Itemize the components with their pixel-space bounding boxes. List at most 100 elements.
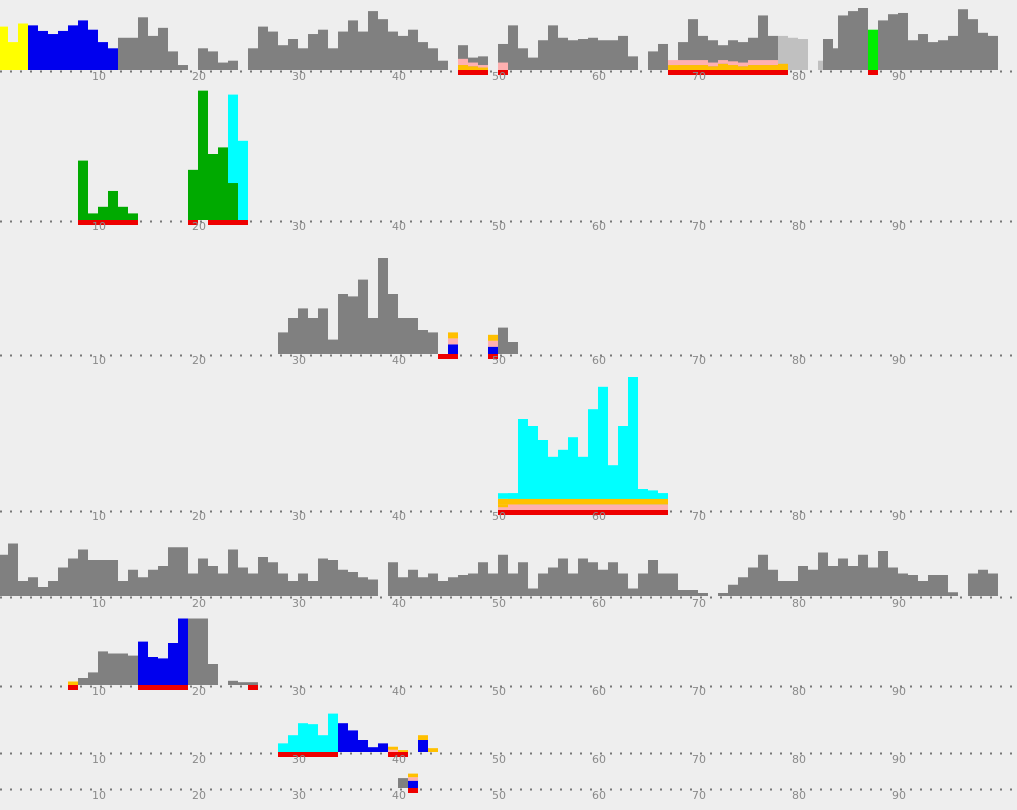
stack-segment	[758, 60, 768, 66]
bar-mark	[948, 592, 958, 596]
bar-mark	[178, 618, 188, 685]
tick-label: 40	[392, 597, 406, 610]
stack-segment	[498, 504, 508, 508]
red-marker	[438, 354, 458, 359]
bar-mark	[158, 27, 168, 70]
bar-mark	[388, 294, 398, 354]
stack-segment	[488, 346, 498, 354]
stack-segment	[248, 682, 258, 685]
bar-mark	[358, 740, 368, 752]
bar-mark	[978, 32, 988, 70]
bar-mark	[258, 26, 268, 71]
tick-label: 20	[192, 597, 206, 610]
stack-segment	[688, 60, 698, 66]
bar-mark	[238, 682, 248, 685]
bar-mark	[278, 332, 288, 354]
tick-label: 20	[192, 220, 206, 233]
tick-label: 60	[592, 597, 606, 610]
tick-label: 10	[92, 789, 106, 802]
bar-mark	[598, 569, 608, 596]
stack-segment	[678, 65, 688, 70]
stack-segment	[778, 63, 788, 70]
bar-mark	[628, 56, 638, 70]
bar-mark	[228, 680, 238, 685]
track-6: 10 20 30 40 50 60 70 80 90	[0, 618, 1017, 698]
bar-mark	[858, 554, 868, 596]
stack-segment	[448, 338, 458, 345]
bar-mark	[388, 562, 398, 596]
bar-mark	[208, 51, 218, 70]
bar-mark	[188, 618, 198, 685]
tick-label: 70	[692, 597, 706, 610]
tick-label: 70	[692, 753, 706, 766]
bar-mark	[328, 713, 338, 752]
bar-mark	[748, 37, 758, 70]
bar-mark	[928, 575, 938, 596]
tick-label: 90	[892, 685, 906, 698]
bar-mark	[428, 573, 438, 596]
bar-mark	[358, 577, 368, 596]
tick-label: 20	[192, 789, 206, 802]
bar-mark	[588, 37, 598, 70]
bar-overlay-mark	[228, 183, 238, 220]
tick-label: 30	[292, 70, 306, 83]
bar-mark	[518, 419, 528, 510]
bar-mark	[348, 730, 358, 752]
stack-segment	[748, 60, 758, 66]
tick-label: 50	[492, 753, 506, 766]
bar-mark	[0, 554, 8, 596]
tick-label: 40	[392, 354, 406, 367]
bar-mark	[498, 554, 508, 596]
stack-segment	[498, 507, 508, 510]
bar-mark	[18, 581, 28, 596]
bar-mark	[838, 558, 848, 596]
stack-segment	[508, 493, 518, 499]
bar-mark	[798, 566, 808, 596]
stack-segment	[508, 504, 518, 510]
bar-mark	[608, 465, 618, 510]
bar-mark	[498, 327, 508, 354]
bar-mark	[658, 43, 668, 70]
tick-label: 50	[492, 685, 506, 698]
bar-mark	[778, 35, 788, 70]
tick-label: 20	[192, 354, 206, 367]
tick-label: 20	[192, 510, 206, 523]
bar-mark	[868, 567, 878, 596]
bar-mark	[598, 40, 608, 70]
tick-label: 70	[692, 220, 706, 233]
bar-mark	[128, 37, 138, 70]
bar-mark	[598, 386, 608, 510]
bar-mark	[968, 19, 978, 70]
bar-mark	[808, 569, 818, 596]
bar-mark	[718, 593, 728, 596]
bar-mark	[288, 39, 298, 70]
tick-label: 90	[892, 597, 906, 610]
bar-mark	[108, 653, 118, 685]
bar-mark	[298, 308, 308, 354]
bar-mark	[428, 332, 438, 354]
bar-mark	[568, 40, 578, 70]
bar-mark	[578, 456, 588, 510]
bar-overlay-mark	[208, 154, 218, 220]
stack-segment	[498, 62, 508, 70]
red-marker	[408, 788, 418, 793]
bar-mark	[458, 575, 468, 596]
bar-mark	[648, 51, 658, 70]
red-marker	[68, 685, 78, 690]
stack-segment	[448, 332, 458, 339]
bar-mark	[248, 48, 258, 70]
bar-mark	[28, 577, 38, 596]
bar-mark	[158, 658, 168, 685]
tick-label: 30	[292, 510, 306, 523]
stack-segment	[458, 58, 468, 66]
tick-label: 40	[392, 789, 406, 802]
bar-mark	[118, 653, 128, 685]
bar-mark	[218, 573, 228, 596]
bar-mark	[878, 20, 888, 70]
bar-mark	[788, 37, 798, 70]
bar-mark	[608, 562, 618, 596]
tick-label: 50	[492, 70, 506, 83]
bar-mark	[298, 723, 308, 752]
bar-mark	[698, 593, 708, 596]
bar-mark	[198, 48, 208, 70]
